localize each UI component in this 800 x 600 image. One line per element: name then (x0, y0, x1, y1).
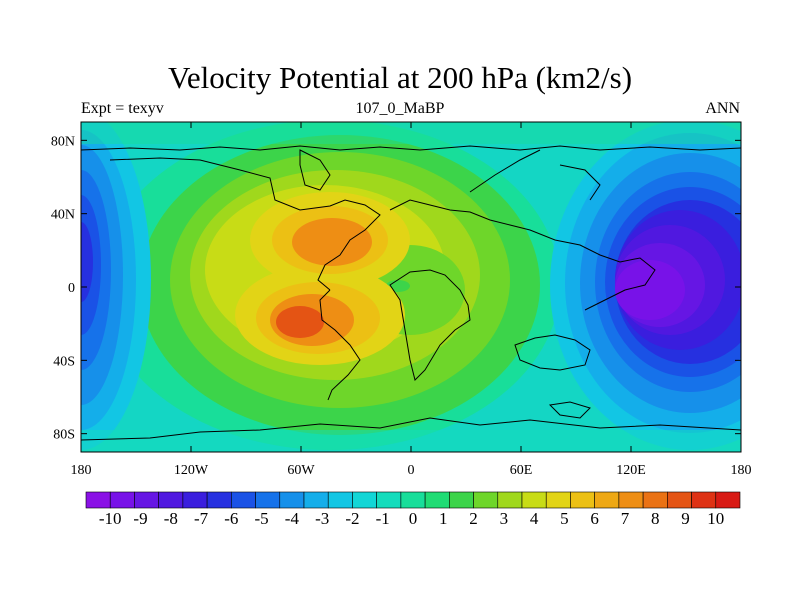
y-tick-label: 40S (53, 354, 75, 369)
season-label: ANN (705, 100, 740, 117)
experiment-label: Expt = texyv (81, 100, 164, 117)
colorbar-label: -3 (315, 509, 329, 528)
colorbar-swatch (642, 491, 668, 509)
x-tick-label: 180 (731, 463, 752, 478)
colorbar-swatch (134, 491, 159, 509)
y-tick-label: 80S (53, 428, 75, 443)
colorbar-label: -10 (99, 509, 122, 528)
colorbar-swatch (594, 491, 620, 509)
colorbar-swatch (182, 491, 208, 509)
y-tick-label: 40N (51, 208, 75, 223)
colorbar-label: -2 (345, 509, 359, 528)
colorbar-label: 5 (560, 509, 569, 528)
colorbar-swatch (667, 491, 692, 509)
colorbar-label: 10 (707, 509, 724, 528)
colorbar: -10 -9 -8 -7 -6 -5 -4 -3 -2 -1 0 1 2 3 4 5 6 7 8 9 10 (85, 491, 741, 528)
colorbar-swatch (424, 491, 450, 509)
colorbar-swatch (570, 491, 595, 509)
colorbar-swatch (85, 491, 111, 509)
y-tick-label: 80N (51, 134, 75, 149)
colorbar-swatch (521, 491, 547, 509)
colorbar-swatch (352, 491, 377, 509)
colorbar-label: 3 (500, 509, 509, 528)
colorbar-swatch (231, 491, 256, 509)
colorbar-label: 1 (439, 509, 448, 528)
colorbar-swatch (109, 491, 135, 509)
colorbar-label: -4 (285, 509, 300, 528)
colorbar-label: -9 (133, 509, 147, 528)
colorbar-swatch (158, 491, 184, 509)
colorbar-label: -7 (194, 509, 209, 528)
x-tick-label: 60W (287, 463, 315, 478)
colorbar-swatch (303, 491, 329, 509)
colorbar-swatch (376, 491, 402, 509)
colorbar-swatch (327, 491, 353, 509)
colorbar-label: 4 (530, 509, 539, 528)
coastlines (81, 145, 741, 441)
colorbar-label: 9 (681, 509, 690, 528)
colorbar-label: 2 (469, 509, 478, 528)
colorbar-label: 6 (590, 509, 599, 528)
colorbar-swatch (449, 491, 474, 509)
colorbar-label: 8 (651, 509, 660, 528)
colorbar-swatch (473, 491, 499, 509)
colorbar-label: -8 (164, 509, 178, 528)
x-tick-label: 120W (174, 463, 209, 478)
x-axis: 180 120W 60W 0 60E 120E 180 (71, 122, 752, 478)
x-tick-label: 0 (408, 463, 415, 478)
colorbar-swatch (206, 491, 232, 509)
plot-title: Velocity Potential at 200 hPa (km2/s) (167, 60, 633, 95)
colorbar-swatch (618, 491, 644, 509)
colorbar-swatch (715, 491, 741, 509)
x-tick-label: 120E (616, 463, 646, 478)
colorbar-swatch (400, 491, 426, 509)
y-axis: 80N 40N 0 40S 80S (51, 134, 741, 443)
colorbar-swatch (545, 491, 571, 509)
colorbar-swatch (497, 491, 523, 509)
colorbar-label: 7 (621, 509, 630, 528)
colorbar-label: -6 (224, 509, 238, 528)
colorbar-label: -5 (255, 509, 269, 528)
colorbar-label: 0 (409, 509, 418, 528)
colorbar-swatch (279, 491, 305, 509)
x-tick-label: 180 (71, 463, 92, 478)
colorbar-swatch (255, 491, 281, 509)
contour-field (81, 122, 741, 452)
colorbar-swatch (691, 491, 717, 509)
colorbar-label: -1 (376, 509, 390, 528)
x-tick-label: 60E (510, 463, 533, 478)
case-label: 107_0_MaBP (355, 100, 445, 117)
y-tick-label: 0 (68, 281, 75, 296)
